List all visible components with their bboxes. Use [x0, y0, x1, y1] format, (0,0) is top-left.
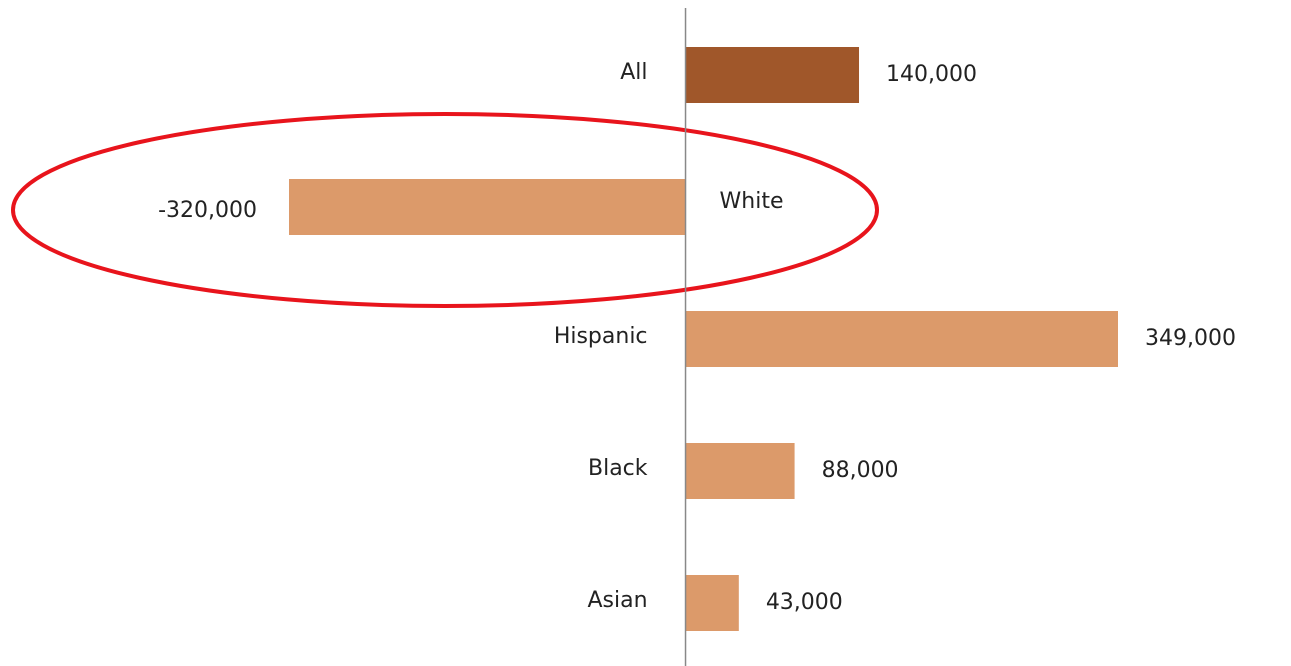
bar	[685, 443, 795, 499]
category-label: Black	[588, 456, 648, 481]
bar	[685, 575, 739, 631]
value-label: 88,000	[822, 458, 899, 483]
value-label: -320,000	[158, 198, 257, 223]
highlight-ellipse	[11, 112, 879, 308]
category-label: Asian	[587, 588, 647, 613]
bar	[685, 311, 1118, 367]
bar	[289, 179, 686, 235]
value-label: 43,000	[766, 590, 843, 615]
value-label: 349,000	[1145, 326, 1236, 351]
value-label: 140,000	[886, 62, 977, 87]
bar	[685, 47, 860, 103]
category-label: White	[720, 189, 784, 214]
category-label: Hispanic	[554, 324, 648, 349]
category-label: All	[620, 60, 647, 85]
